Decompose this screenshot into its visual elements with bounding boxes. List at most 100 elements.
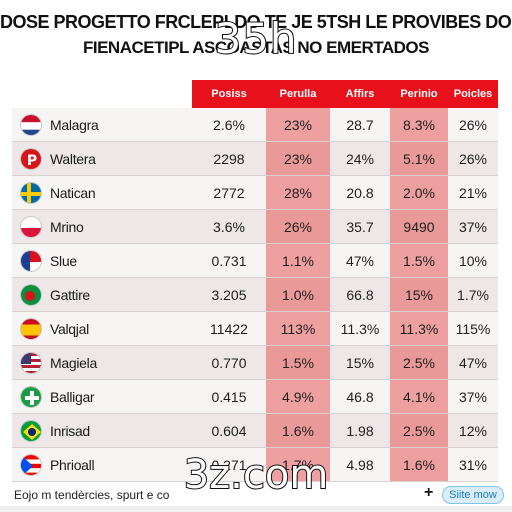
row-label: Valqjal xyxy=(12,312,192,345)
row-name: Phrioall xyxy=(50,456,95,473)
cell-col-3: 24% xyxy=(345,150,375,167)
cell-col-3: 1.98 xyxy=(346,422,374,439)
cell-col-5: 37% xyxy=(458,388,488,405)
cell-col-2: 1.6% xyxy=(266,414,330,447)
cell-col-2: 1.1% xyxy=(266,244,330,277)
cell-col-3: 11.3% xyxy=(340,320,380,337)
bottom-strip xyxy=(0,506,512,512)
row-name: Gattire xyxy=(50,286,90,303)
cell-col-5: 10% xyxy=(458,252,488,269)
data-table: Posiss Perulla Affirs Perinio Poicles Ma… xyxy=(12,80,498,482)
cell-col-1: 0.731 xyxy=(211,252,247,269)
row-label: Mrino xyxy=(12,210,192,243)
row-label: Gattire xyxy=(12,278,192,311)
cell-col-4: 2.0% xyxy=(390,176,448,209)
cell-col-4: 8.3% xyxy=(390,108,448,141)
cell-col-5: 31% xyxy=(458,456,488,473)
cell-col-1: 3.205 xyxy=(211,286,247,303)
cell-col-5: 37% xyxy=(458,218,488,235)
cell-col-1: 0.415 xyxy=(211,388,247,405)
row-name: Inrisad xyxy=(50,422,90,439)
cell-col-1: 0.770 xyxy=(211,354,247,371)
cell-col-3: 4.98 xyxy=(346,456,374,473)
cell-col-5: 26% xyxy=(458,116,488,133)
cell-col-3: 35.7 xyxy=(346,218,374,235)
table-row: Mrino 3.6% 26% 35.7 9490 37% xyxy=(12,210,498,244)
header-col-5: Poicles xyxy=(453,88,493,100)
footer: Eojo m tendèrcies, spurt e co + Siite mo… xyxy=(0,476,512,512)
row-label: Natican xyxy=(12,176,192,209)
plus-icon[interactable]: + xyxy=(424,484,434,501)
cell-col-1: 0.604 xyxy=(211,422,247,439)
cell-col-1: 0.271 xyxy=(211,456,247,473)
title-block: DOSE PROGETTO FRCLEPLDO TE JE 5TSH LE PR… xyxy=(0,0,512,82)
cell-col-2: 28% xyxy=(266,176,330,209)
poland-icon xyxy=(20,215,42,238)
header-col-4: Perinio xyxy=(400,88,438,100)
cell-col-4: 4.1% xyxy=(390,380,448,413)
puerto-rico-icon xyxy=(20,453,42,476)
row-name: Malagra xyxy=(50,116,99,133)
brazil-icon xyxy=(20,419,42,442)
cell-col-4: 1.5% xyxy=(390,244,448,277)
cell-col-2: 23% xyxy=(266,108,330,141)
netherlands-icon xyxy=(20,113,42,136)
table-row: Inrisad 0.604 1.6% 1.98 2.5% 12% xyxy=(12,414,498,448)
table-row: Gattire 3.205 1.0% 66.8 15% 1.7% xyxy=(12,278,498,312)
cell-col-5: 115% xyxy=(455,320,491,337)
table-row: Valqjal 11422 113% 11.3% 11.3% 115% xyxy=(12,312,498,346)
header-blank xyxy=(12,80,192,108)
cell-col-4: 15% xyxy=(390,278,448,311)
row-name: Waltera xyxy=(50,150,96,167)
table-row: Slue 0.731 1.1% 47% 1.5% 10% xyxy=(12,244,498,278)
row-label: P Waltera xyxy=(12,142,192,175)
table-header: Posiss Perulla Affirs Perinio Poicles xyxy=(12,80,498,108)
cell-col-2: 23% xyxy=(266,142,330,175)
header-col-3: Affirs xyxy=(345,88,375,100)
cell-col-2: 4.9% xyxy=(266,380,330,413)
cell-col-5: 12% xyxy=(458,422,488,439)
cell-col-5: 21% xyxy=(458,184,488,201)
header-col-1: Posiss xyxy=(211,88,247,100)
title-line-1: DOSE PROGETTO FRCLEPLDO TE JE 5TSH LE PR… xyxy=(0,12,512,32)
cell-col-5: 26% xyxy=(458,150,488,167)
cell-col-3: 46.8 xyxy=(346,388,374,405)
row-label: Balligar xyxy=(12,380,192,413)
sweden-icon xyxy=(20,181,42,204)
table-row: Magiela 0.770 1.5% 15% 2.5% 47% xyxy=(12,346,498,380)
cell-col-4: 2.5% xyxy=(390,414,448,447)
cell-col-4: 5.1% xyxy=(390,142,448,175)
cell-col-4: 11.3% xyxy=(390,312,448,345)
overlay-text: 35h xyxy=(213,13,298,64)
table-row: Phrioall 0.271 1.7% 4.98 1.6% 31% xyxy=(12,448,498,482)
site-button[interactable]: Siite mow xyxy=(442,486,504,504)
table-row: Malagra 2.6% 23% 28.7 8.3% 26% xyxy=(12,108,498,142)
row-name: Valqjal xyxy=(50,320,89,337)
cell-col-1: 2772 xyxy=(213,184,245,201)
table-row: Balligar 0.415 4.9% 46.8 4.1% 37% xyxy=(12,380,498,414)
cell-col-2: 1.7% xyxy=(266,448,330,481)
pinterest-icon: P xyxy=(20,147,42,170)
table-row: Natican 2772 28% 20.8 2.0% 21% xyxy=(12,176,498,210)
row-name: Slue xyxy=(50,252,77,269)
row-name: Magiela xyxy=(50,354,97,371)
cell-col-4: 9490 xyxy=(390,210,448,243)
row-label: Slue xyxy=(12,244,192,277)
cell-col-3: 66.8 xyxy=(346,286,374,303)
green-circle-icon xyxy=(20,283,42,306)
cell-col-1: 2298 xyxy=(213,150,245,167)
cell-col-2: 26% xyxy=(266,210,330,243)
cell-col-1: 3.6% xyxy=(213,218,245,235)
row-name: Natican xyxy=(50,184,96,201)
header-col-2: Perulla xyxy=(279,88,317,100)
row-label: Inrisad xyxy=(12,414,192,447)
cell-col-1: 11422 xyxy=(210,320,248,337)
cell-col-5: 1.7% xyxy=(457,286,489,303)
row-label: Malagra xyxy=(12,108,192,141)
cell-col-3: 47% xyxy=(345,252,375,269)
row-label: Magiela xyxy=(12,346,192,379)
cell-col-2: 1.0% xyxy=(266,278,330,311)
cell-col-3: 20.8 xyxy=(346,184,374,201)
footer-text: Eojo m tendèrcies, spurt e co xyxy=(14,488,170,502)
cell-col-3: 15% xyxy=(345,354,375,371)
